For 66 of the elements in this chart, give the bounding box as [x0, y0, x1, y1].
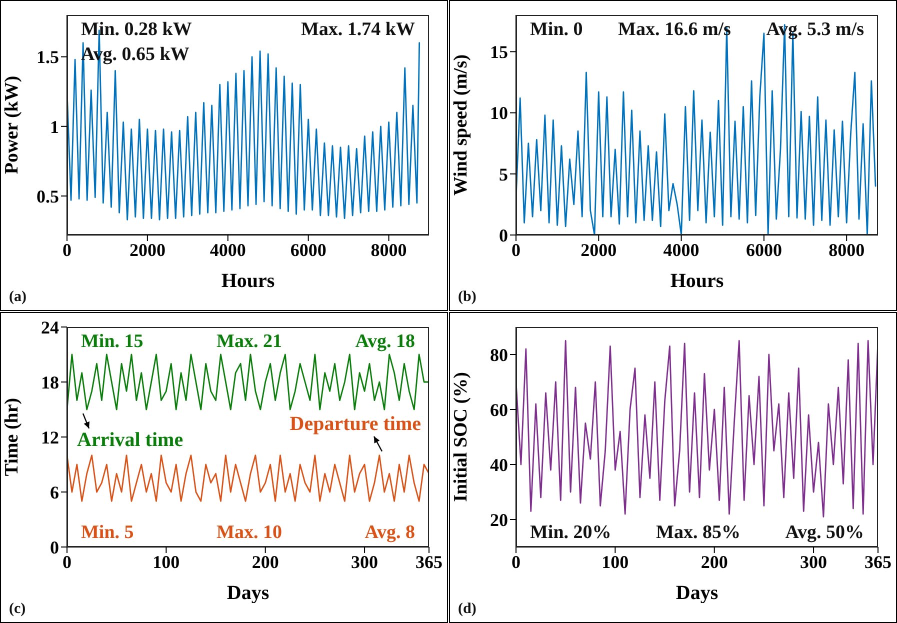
annotation: Min. 0.28 kW — [81, 19, 192, 40]
x-tick-label: 4000 — [210, 240, 246, 260]
annotation: Max. 10 — [216, 522, 282, 543]
y-tick-label: 12 — [41, 427, 59, 448]
y-axis-title: Time (hr) — [2, 398, 23, 476]
annotation: Avg. 50% — [785, 522, 864, 543]
y-tick-label: 1 — [50, 116, 59, 137]
y-tick-label: 40 — [490, 454, 508, 475]
y-tick-label: 24 — [41, 317, 59, 338]
x-tick-label: 100 — [152, 552, 180, 572]
y-axis-title: Initial SOC (%) — [450, 372, 472, 502]
x-tick-label: 100 — [602, 552, 629, 572]
x-tick-label: 300 — [800, 552, 828, 572]
line-series — [67, 354, 429, 410]
y-tick-label: 1.5 — [36, 47, 59, 68]
x-tick-label: 2000 — [580, 240, 617, 260]
x-tick-label: 6000 — [290, 240, 326, 260]
text: (b) — [458, 289, 476, 305]
annotation: Max. 85% — [656, 522, 740, 543]
text: (d) — [458, 601, 476, 617]
x-tick-label: 0 — [62, 240, 72, 260]
y-tick-label: 0 — [499, 225, 508, 246]
y-tick-label: 60 — [490, 400, 508, 420]
y-tick-label: 20 — [490, 510, 508, 530]
annotation: Min. 20% — [530, 522, 612, 543]
y-tick-label: 10 — [490, 103, 508, 124]
y-tick-label: 80 — [490, 344, 508, 365]
y-tick-label: 5 — [499, 164, 508, 184]
annotation: Min. 0 — [530, 19, 583, 40]
annotation: Min. 15 — [81, 331, 144, 352]
line-series — [516, 340, 878, 518]
x-tick-label: 0 — [512, 240, 520, 260]
y-tick-label: 18 — [41, 372, 59, 392]
series-label: Departure time — [290, 413, 421, 436]
x-tick-label: 200 — [252, 552, 279, 572]
annotation: Max. 21 — [216, 331, 282, 352]
series-label: Arrival time — [77, 429, 184, 452]
x-axis-title: Hours — [221, 270, 275, 292]
line-series — [67, 454, 429, 502]
y-tick-label: 6 — [50, 482, 59, 502]
x-tick-label: 2000 — [129, 240, 166, 260]
y-axis-title: Power (kW) — [2, 76, 23, 174]
x-tick-label: 365 — [864, 552, 892, 572]
x-tick-label: 365 — [416, 552, 442, 572]
x-tick-label: 8000 — [370, 240, 407, 260]
text: (c) — [9, 601, 26, 617]
x-axis-title: Days — [226, 582, 270, 604]
y-tick-label: 0 — [50, 537, 59, 558]
x-tick-label: 0 — [512, 552, 520, 572]
text: (a) — [9, 289, 26, 305]
annotation: Min. 5 — [81, 522, 134, 543]
x-tick-label: 200 — [700, 552, 728, 572]
x-axis-title: Hours — [670, 270, 724, 292]
x-axis-title: Days — [676, 582, 718, 604]
annotation: Max. 1.74 kW — [301, 19, 415, 40]
annotation: Avg. 8 — [364, 522, 415, 543]
x-tick-label: 4000 — [663, 240, 700, 260]
annotation: Avg. 18 — [355, 331, 415, 352]
annotation: Max. 16.6 m/s — [618, 19, 731, 40]
y-tick-label: 0.5 — [36, 186, 59, 206]
y-axis-title: Wind speed (m/s) — [450, 54, 472, 196]
x-tick-label: 300 — [351, 552, 378, 572]
x-tick-label: 0 — [62, 552, 72, 572]
x-tick-label: 8000 — [828, 240, 865, 260]
x-tick-label: 6000 — [746, 240, 782, 260]
y-tick-label: 15 — [490, 42, 508, 62]
